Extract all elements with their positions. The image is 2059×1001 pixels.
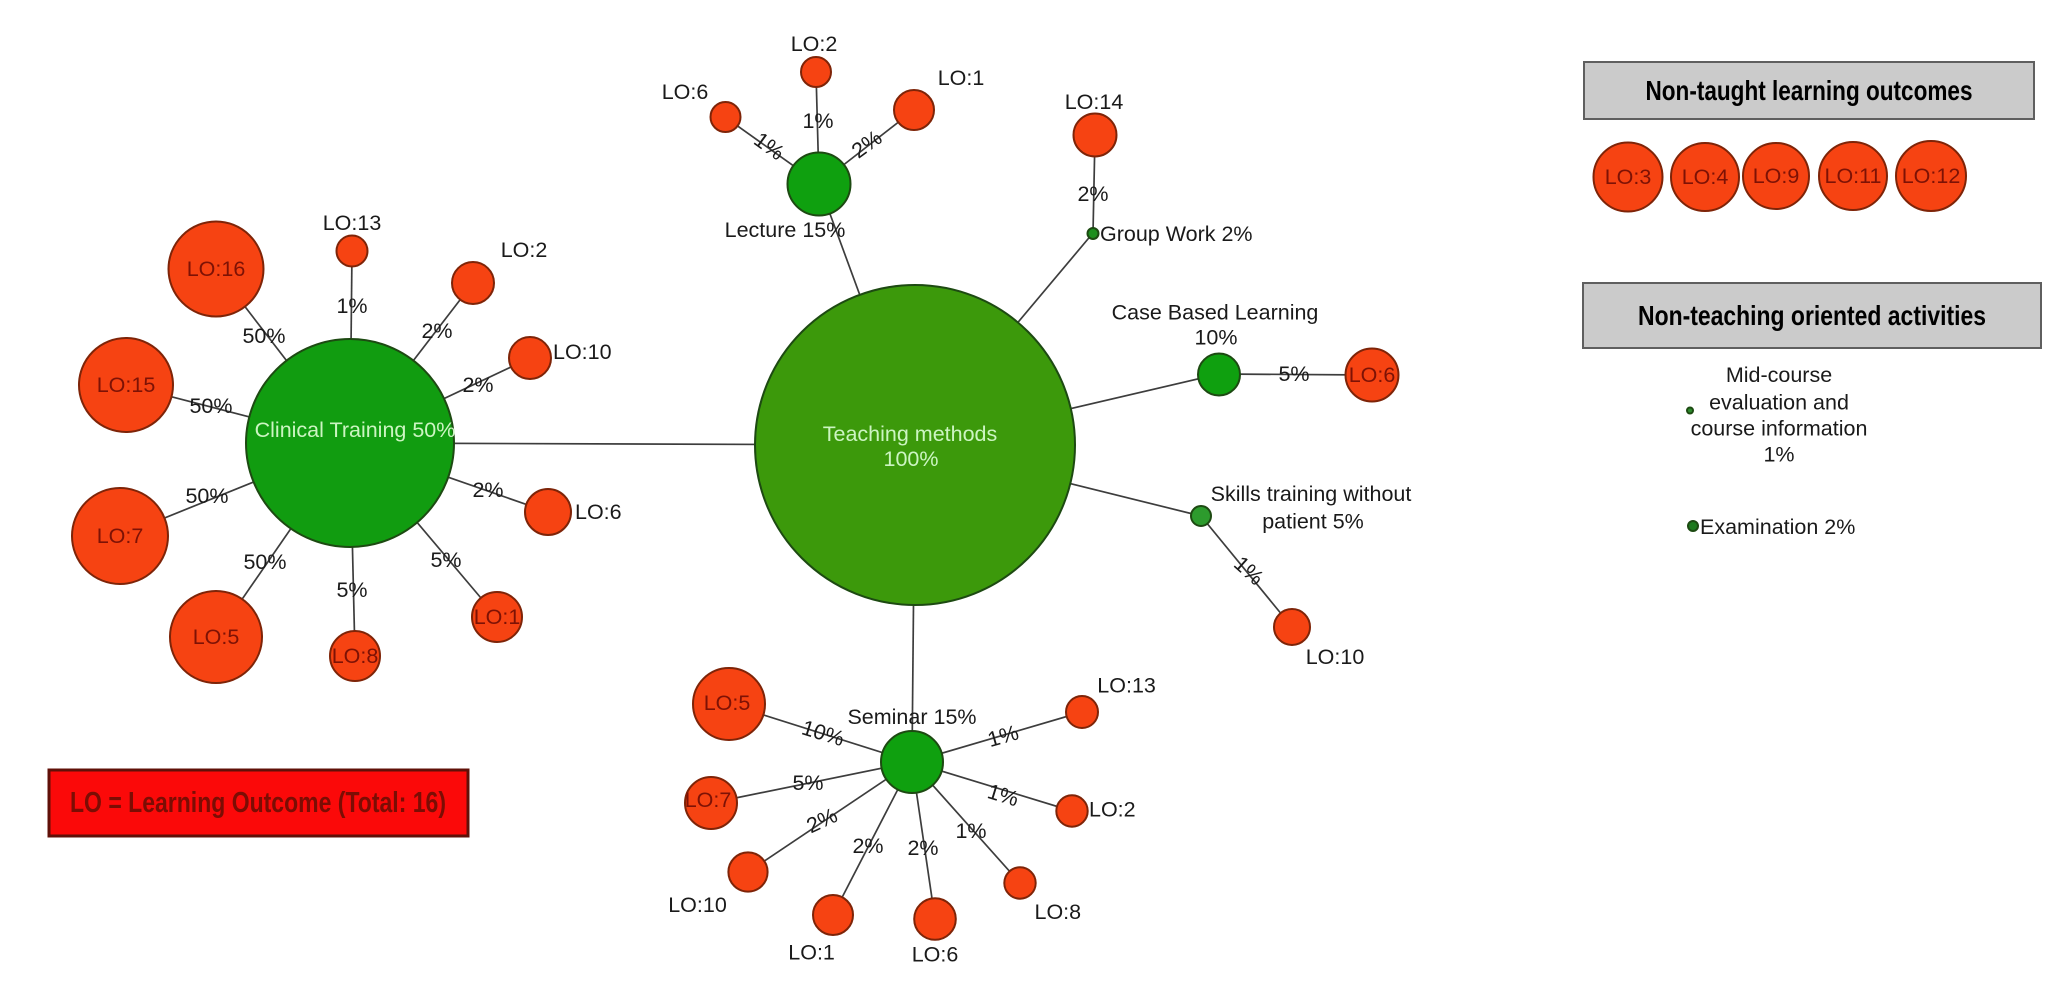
svg-text:Lecture 15%: Lecture 15% [725,218,846,242]
svg-text:LO:5: LO:5 [193,625,240,649]
svg-text:LO:10: LO:10 [668,893,727,917]
svg-text:evaluation and: evaluation and [1709,390,1849,414]
svg-text:LO:2: LO:2 [791,32,838,56]
svg-text:LO:14: LO:14 [1065,90,1124,114]
svg-text:Clinical Training 50%: Clinical Training 50% [255,418,456,442]
svg-text:LO:7: LO:7 [685,788,732,812]
svg-text:2%: 2% [852,834,883,858]
svg-text:course information: course information [1691,416,1868,440]
svg-text:Group Work 2%: Group Work 2% [1100,222,1253,246]
svg-text:LO:1: LO:1 [474,605,521,629]
svg-text:LO = Learning Outcome (Total:: LO = Learning Outcome (Total: 16) [70,787,446,819]
svg-text:patient 5%: patient 5% [1262,509,1364,533]
svg-text:2%: 2% [472,478,503,502]
svg-text:LO:5: LO:5 [704,691,751,715]
svg-text:LO:15: LO:15 [97,373,156,397]
svg-text:LO:10: LO:10 [1306,645,1365,669]
svg-text:LO:13: LO:13 [1097,673,1156,697]
svg-text:Skills training without: Skills training without [1211,482,1412,506]
svg-text:2%: 2% [907,836,938,860]
svg-text:1%: 1% [1763,443,1794,467]
svg-text:LO:6: LO:6 [575,500,622,524]
svg-text:LO:3: LO:3 [1605,165,1652,189]
svg-text:LO:1: LO:1 [938,66,985,90]
svg-text:LO:6: LO:6 [1349,363,1396,387]
svg-text:50%: 50% [189,394,232,418]
svg-text:5%: 5% [1278,362,1309,386]
svg-text:LO:12: LO:12 [1902,164,1961,188]
svg-text:100%: 100% [884,447,939,471]
svg-text:Examination 2%: Examination 2% [1700,515,1855,539]
svg-text:LO:13: LO:13 [323,211,382,235]
svg-text:LO:8: LO:8 [332,644,379,668]
svg-text:2%: 2% [1077,182,1108,206]
svg-text:LO:2: LO:2 [1089,798,1136,822]
svg-text:LO:2: LO:2 [501,238,548,262]
svg-text:LO:1: LO:1 [788,941,835,965]
svg-text:5%: 5% [792,771,823,795]
svg-text:1%: 1% [955,819,986,843]
svg-text:LO:6: LO:6 [912,942,959,966]
svg-text:LO:10: LO:10 [553,340,612,364]
svg-text:5%: 5% [336,578,367,602]
svg-text:Case Based Learning: Case Based Learning [1112,301,1319,325]
svg-text:1%: 1% [802,109,833,133]
svg-text:1%: 1% [336,294,367,318]
svg-text:LO:9: LO:9 [1753,164,1800,188]
svg-text:2%: 2% [421,319,452,343]
svg-text:50%: 50% [243,550,286,574]
svg-text:50%: 50% [185,484,228,508]
svg-text:LO:4: LO:4 [1682,165,1729,189]
svg-text:LO:7: LO:7 [97,524,144,548]
svg-text:Non-teaching oriented activiti: Non-teaching oriented activities [1638,300,1986,331]
svg-text:LO:6: LO:6 [662,80,709,104]
svg-text:2%: 2% [462,373,493,397]
svg-text:Seminar 15%: Seminar 15% [847,705,976,729]
svg-text:10%: 10% [1194,326,1237,350]
svg-text:LO:8: LO:8 [1034,900,1081,924]
svg-text:Non-taught learning outcomes: Non-taught learning outcomes [1646,75,1973,106]
svg-text:LO:11: LO:11 [1825,164,1882,188]
svg-text:50%: 50% [242,324,285,348]
svg-text:Teaching methods: Teaching methods [823,422,998,446]
svg-text:Mid-course: Mid-course [1726,363,1832,387]
svg-text:LO:16: LO:16 [187,257,246,281]
svg-text:5%: 5% [430,548,461,572]
